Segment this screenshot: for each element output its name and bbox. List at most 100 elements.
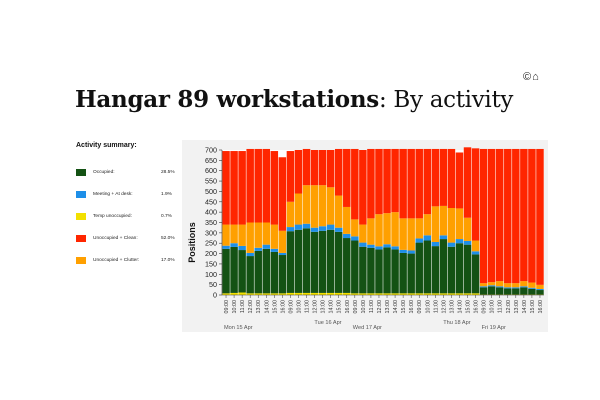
bar-segment-unoccupied-clutter: [310, 185, 319, 228]
bar-segment-meeting-at-desk: [479, 286, 488, 288]
x-tick-label: 15:00: [337, 300, 343, 314]
bar-segment-occupied: [286, 231, 295, 293]
bar-segment-unoccupied-clean: [504, 148, 512, 284]
bar-segment-unoccupied-clutter: [471, 240, 480, 252]
bar-segment-meeting-at-desk: [326, 224, 335, 230]
x-tick-label: 14:00: [329, 300, 335, 314]
summary-item-label: Occupied:: [93, 170, 115, 175]
x-tick-label: 10:00: [296, 300, 302, 314]
x-tick-label: 13:00: [514, 300, 520, 314]
x-tick-label: 12:00: [506, 300, 512, 314]
x-tick-label: 09:00: [288, 300, 294, 314]
bar-segment-unoccupied-clutter: [318, 185, 327, 227]
bar-segment-unoccupied-clutter: [222, 224, 230, 246]
plot-area: [222, 150, 544, 295]
legend-swatch: [76, 257, 86, 264]
bar-segment-occupied: [431, 246, 440, 294]
bar-segment-unoccupied-clean: [310, 150, 319, 186]
bar-segment-occupied: [310, 231, 319, 293]
x-tick-label: 11:00: [305, 300, 311, 313]
bar-segment-unoccupied-clutter: [367, 218, 375, 245]
day-label: Wed 17 Apr: [353, 325, 382, 331]
x-tick-label: 15:00: [530, 300, 536, 314]
bar-segment-temp-unoccupied: [431, 293, 440, 295]
y-tick-label: 300: [205, 228, 217, 237]
summary-item-label: Meeting + At desk:: [93, 192, 133, 197]
bar-segment-unoccupied-clean: [399, 148, 407, 219]
bar-segment-unoccupied-clean: [415, 148, 423, 219]
bar-segment-temp-unoccupied: [262, 293, 271, 295]
bar-segment-temp-unoccupied: [270, 293, 279, 295]
chart-panel: 0 50 100 150 200 250 300 350 400 450 500 550 600 650 7…: [182, 140, 548, 332]
x-tick-label: 16:00: [409, 300, 415, 314]
x-tick-label: 15:00: [401, 300, 407, 314]
bar-segment-unoccupied-clutter: [383, 213, 391, 245]
bar-segment-unoccupied-clutter: [230, 224, 238, 244]
y-tick-label: 350: [205, 218, 217, 227]
bar-segment-unoccupied-clean: [495, 148, 504, 282]
bar-segment-temp-unoccupied: [246, 293, 254, 295]
bar-segment-temp-unoccupied: [375, 293, 383, 295]
bar-segment-occupied: [512, 288, 520, 295]
bar-segment-temp-unoccupied: [383, 293, 391, 295]
bar-segment-occupied: [528, 288, 536, 295]
bar-segment-meeting-at-desk: [447, 242, 456, 247]
bar-segment-unoccupied-clean: [326, 150, 335, 188]
bar-segment-temp-unoccupied: [326, 292, 335, 295]
bar-segment-unoccupied-clean: [407, 148, 415, 219]
x-tick-label: 16:00: [345, 300, 351, 314]
x-tick-label: 12:00: [313, 300, 319, 314]
x-tick-label: 13:00: [385, 300, 391, 314]
home-icon[interactable]: ⌂: [532, 71, 539, 83]
bar-segment-occupied: [407, 253, 415, 294]
bar-segment-meeting-at-desk: [399, 249, 407, 253]
bar-segment-temp-unoccupied: [415, 293, 423, 295]
bar-segment-unoccupied-clean: [278, 157, 287, 231]
bar-segment-occupied: [463, 244, 472, 294]
bar-segment-temp-unoccupied: [310, 292, 319, 295]
bar-segment-meeting-at-desk: [415, 238, 423, 243]
bar-segment-unoccupied-clean: [351, 148, 359, 220]
y-tick-label: 0: [213, 291, 217, 300]
bar-segment-temp-unoccupied: [278, 293, 287, 295]
bar-segment-occupied: [375, 249, 383, 294]
bar-segment-occupied: [343, 238, 351, 293]
bar-segment-unoccupied-clutter: [334, 195, 343, 228]
bar-segment-unoccupied-clutter: [278, 230, 287, 253]
legend-swatch: [76, 213, 86, 220]
bar-segment-unoccupied-clean: [471, 148, 480, 241]
bar-segment-temp-unoccupied: [230, 292, 238, 295]
y-tick-label: 500: [205, 187, 217, 196]
bar-segment-occupied: [391, 249, 399, 294]
bar-segment-occupied: [262, 248, 271, 294]
bar-segment-unoccupied-clutter: [391, 212, 399, 247]
bar-segment-unoccupied-clean: [375, 148, 383, 215]
bar-segment-unoccupied-clean: [463, 147, 472, 218]
bar-segment-meeting-at-desk: [294, 224, 303, 230]
summary-item-unoccupied-clutter: Unoccupied + Clutter: 17.0%: [76, 257, 186, 264]
bar-segment-meeting-at-desk: [495, 286, 504, 288]
bar-segment-unoccupied-clean: [431, 148, 440, 207]
page-title-rest: : By activity: [378, 87, 514, 113]
summary-item-value: 1.9%: [161, 192, 172, 197]
bar-segment-meeting-at-desk: [278, 252, 287, 256]
bar-segment-unoccupied-clutter: [431, 206, 440, 242]
bar-segment-meeting-at-desk: [423, 235, 432, 241]
bar-segment-unoccupied-clutter: [359, 224, 367, 243]
bar-segment-temp-unoccupied: [423, 293, 432, 295]
bar-segment-unoccupied-clutter: [520, 281, 528, 287]
bar-segment-unoccupied-clean: [359, 150, 367, 225]
y-tick-label: 200: [205, 249, 217, 258]
bar-segment-unoccupied-clutter: [479, 283, 488, 287]
x-tick-label: 16:00: [538, 300, 544, 314]
bar-segment-unoccupied-clutter: [423, 214, 432, 236]
y-tick-label: 550: [205, 177, 217, 186]
bar-segment-unoccupied-clutter: [455, 208, 464, 240]
bar-segment-occupied: [238, 250, 246, 293]
bar-segment-unoccupied-clutter: [487, 282, 496, 286]
bar-segment-unoccupied-clutter: [528, 282, 536, 288]
bar-segment-unoccupied-clutter: [254, 222, 262, 248]
y-tick-label: 450: [205, 197, 217, 206]
bar-segment-temp-unoccupied: [294, 292, 303, 295]
bar-segment-occupied: [536, 290, 544, 295]
